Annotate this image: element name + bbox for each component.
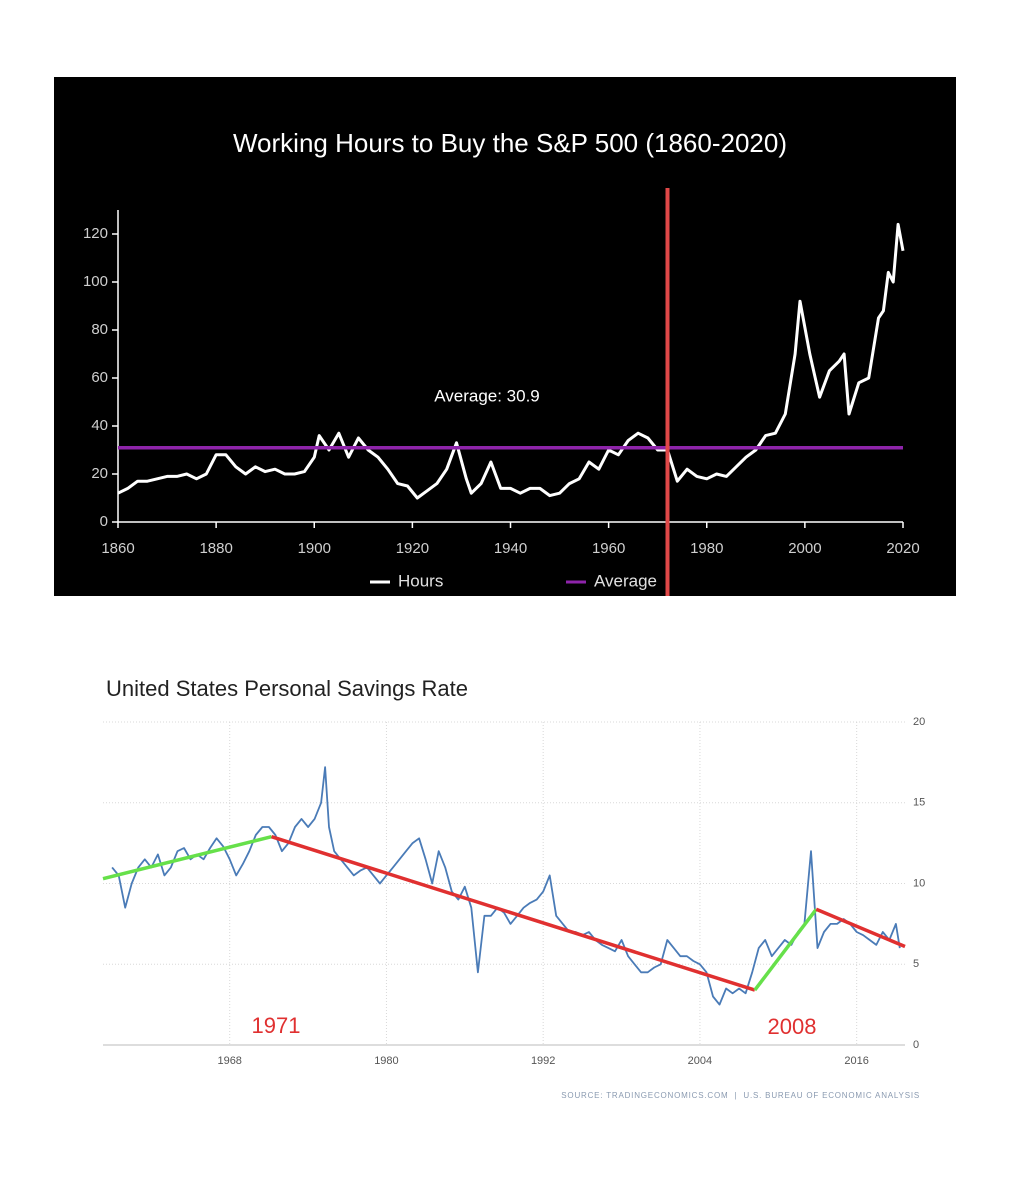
annotation: Average: 30.9 (434, 386, 540, 405)
x-tick-label: 1880 (199, 540, 232, 557)
legend-label: Hours (398, 571, 443, 590)
x-tick-label: 1980 (690, 540, 723, 557)
y-tick-label: 40 (91, 417, 108, 434)
x-tick-label: 1992 (531, 1055, 555, 1067)
y-tick-label: 120 (83, 225, 108, 242)
trend-line (270, 835, 756, 992)
chart-title: United States Personal Savings Rate (106, 676, 468, 701)
annotation: 2008 (768, 1014, 817, 1039)
x-tick-label: 1968 (217, 1055, 241, 1067)
y-tick-label: 80 (91, 321, 108, 338)
x-tick-label: 1980 (374, 1055, 398, 1067)
y-tick-label: 15 (913, 797, 925, 809)
x-tick-label: 2020 (886, 540, 919, 557)
y-tick-label: 20 (91, 465, 108, 482)
chart-title: Working Hours to Buy the S&P 500 (1860-2… (233, 128, 787, 158)
data-line (117, 222, 905, 500)
x-tick-label: 1920 (396, 540, 429, 557)
trend-line (753, 908, 818, 992)
legend-label: Average (594, 571, 657, 590)
trend-line (102, 835, 272, 881)
y-tick-label: 0 (913, 1039, 919, 1051)
trend-line (815, 907, 906, 949)
annotation: 1971 (252, 1013, 301, 1038)
y-tick-label: 20 (913, 716, 925, 728)
x-tick-label: 2016 (844, 1055, 868, 1067)
y-tick-label: 100 (83, 273, 108, 290)
y-tick-label: 5 (913, 958, 919, 970)
y-tick-label: 0 (100, 513, 108, 530)
data-line (111, 766, 901, 1006)
y-tick-label: 60 (91, 369, 108, 386)
x-tick-label: 1900 (298, 540, 331, 557)
x-tick-label: 2004 (688, 1055, 712, 1067)
x-tick-label: 1940 (494, 540, 527, 557)
x-tick-label: 1860 (101, 540, 134, 557)
x-tick-label: 1960 (592, 540, 625, 557)
y-tick-label: 10 (913, 877, 925, 889)
source-note: SOURCE: TRADINGECONOMICS.COM | U.S. BURE… (561, 1091, 920, 1100)
x-tick-label: 2000 (788, 540, 821, 557)
